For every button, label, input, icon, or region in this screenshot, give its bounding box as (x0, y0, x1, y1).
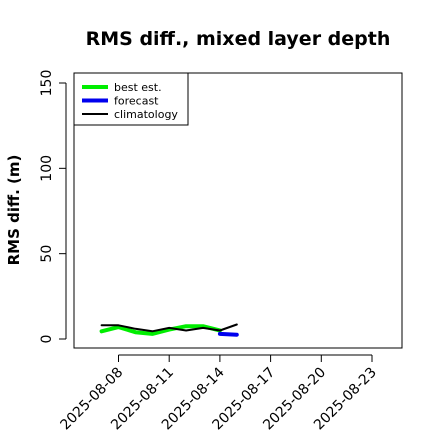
x-axis: 2025-08-082025-08-112025-08-142025-08-17… (57, 354, 380, 433)
legend-label: best est. (114, 81, 162, 94)
y-tick-label: 150 (39, 70, 55, 97)
series-line-best-est (99, 324, 222, 336)
y-tick-label: 50 (39, 245, 55, 263)
y-axis: 0 50 100 150 (39, 70, 67, 344)
legend-label: forecast (114, 95, 159, 108)
chart-title: RMS diff., mixed layer depth (86, 28, 391, 50)
series-line-climatology (100, 323, 238, 333)
series-line-forecast (217, 331, 239, 337)
plot-area (99, 323, 239, 337)
plot-frame (73, 72, 403, 349)
legend-label: climatology (114, 108, 178, 121)
y-tick-label: 100 (39, 155, 55, 182)
y-axis-label: RMS diff. (m) (5, 155, 23, 266)
y-tick-label: 0 (39, 335, 55, 344)
